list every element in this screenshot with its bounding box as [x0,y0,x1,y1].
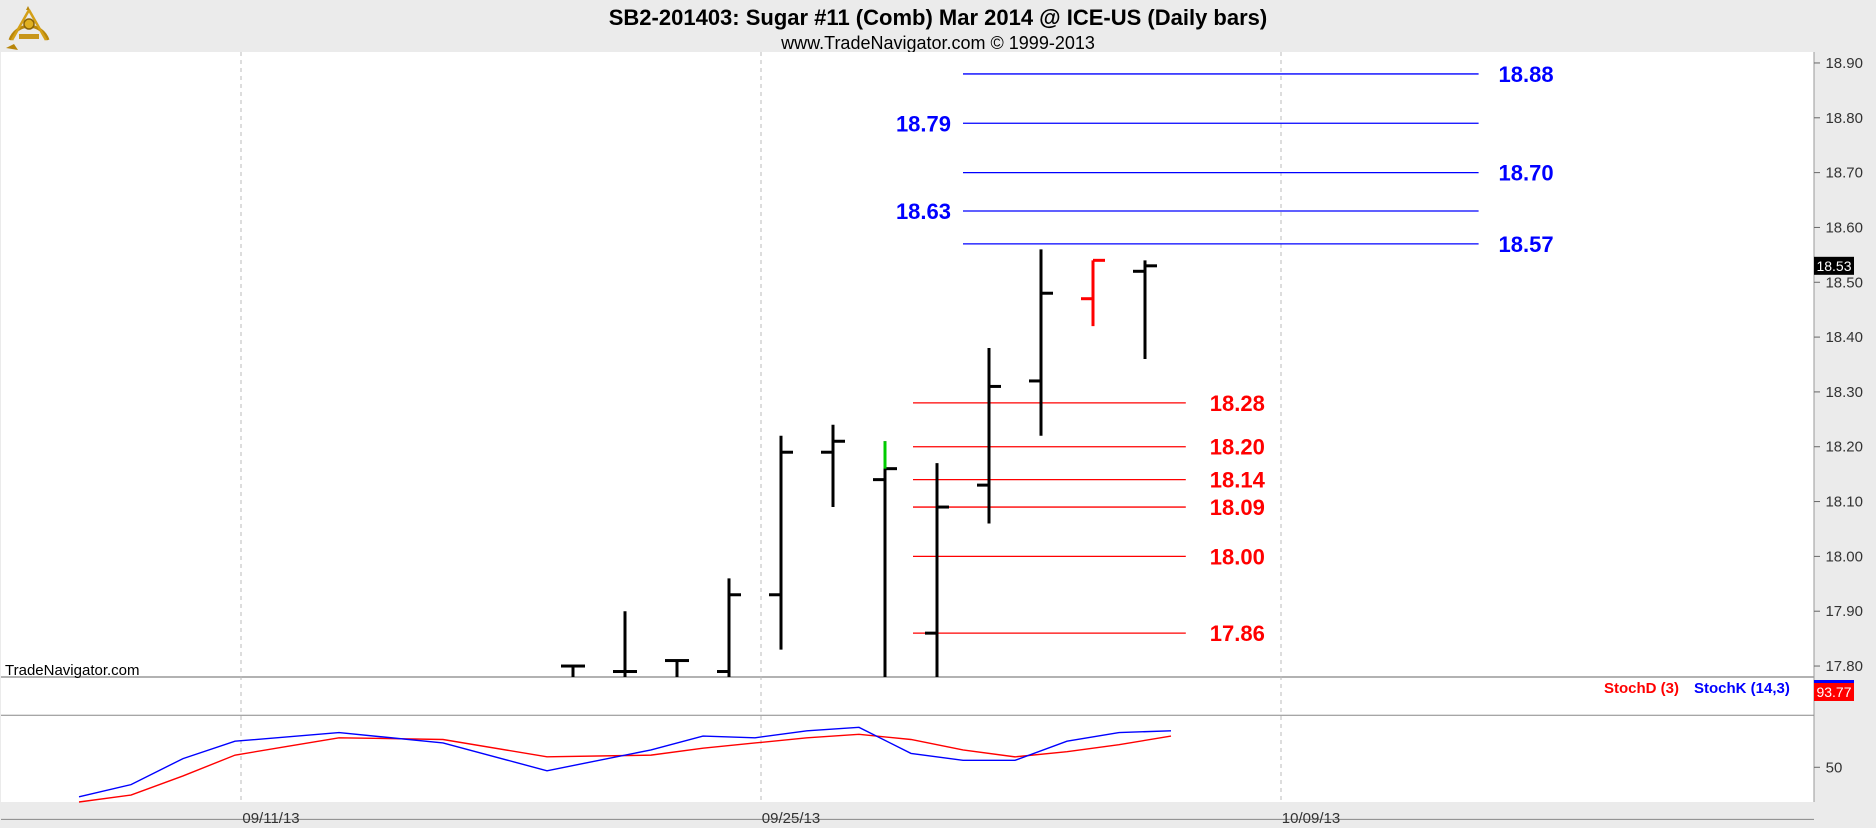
red-level-label: 18.28 [1210,391,1265,416]
ohlc-bar [769,435,793,650]
price-tick-label: 17.80 [1825,658,1863,675]
blue-level-label: 18.70 [1499,161,1554,186]
stoch-tick-label: 50 [1826,759,1843,776]
stoch-k-marker [1814,680,1854,683]
ohlc-bar [873,441,897,677]
ohlc-bar [977,348,1001,524]
red-level-label: 17.86 [1210,621,1265,646]
ohlc-bar [1029,249,1053,436]
blue-level-label: 18.57 [1499,232,1554,257]
price-tick-label: 18.30 [1825,384,1863,401]
legend-stoch-d: StochD (3) [1604,680,1679,697]
ohlc-bar [925,463,949,677]
ohlc-bar [1081,258,1105,327]
red-level-label: 18.00 [1210,544,1265,569]
price-series: 18.88 18.79 18.70 18.63 18.57 18.28 18.20 18.14… [561,62,1554,677]
price-tick-label: 18.40 [1825,329,1863,346]
red-level-label: 18.20 [1210,435,1265,460]
red-level-label: 18.09 [1210,495,1265,520]
price-tick-label: 17.90 [1825,603,1863,620]
axes: 09/11/13 09/25/13 10/09/1318.9018.8018.701… [242,55,1863,827]
grid [240,52,1282,802]
price-tick-label: 18.20 [1825,439,1863,456]
price-tick-label: 18.00 [1825,548,1863,565]
price-tick-label: 18.90 [1825,55,1863,72]
ohlc-bars [561,249,1157,677]
date-tick-label: 09/25/13 [762,810,820,827]
ohlc-bar [561,664,585,677]
stoch-last-value-box [1814,683,1854,701]
ohlc-bar [1133,260,1157,360]
ohlc-bar [717,578,741,677]
price-tick-label: 18.60 [1825,219,1863,236]
ohlc-bar [613,611,637,677]
price-tick-label: 18.70 [1825,165,1863,182]
stoch-d-line [78,733,1172,803]
chart-title: SB2-201403: Sugar #11 (Comb) Mar 2014 @ … [609,5,1267,30]
watermark-text: TradeNavigator.com [5,662,140,679]
chart-subtitle: www.TradeNavigator.com © 1999-2013 [780,33,1095,53]
price-panel [1,52,1814,677]
sextant-icon [6,6,50,50]
ohlc-bar [821,424,845,508]
stoch-k-line [78,726,1172,798]
price-tick-label: 18.50 [1825,274,1863,291]
last-price-label: 18.53 [1816,258,1851,274]
date-tick-label: 10/09/13 [1282,810,1340,827]
ohlc-bar [665,659,689,677]
stoch-last-value-label: 93.77 [1816,684,1851,700]
blue-level-label: 18.63 [896,199,951,224]
red-level-label: 18.14 [1210,468,1266,493]
blue-level-label: 18.88 [1499,62,1554,87]
last-price-box [1814,256,1854,275]
legend-stoch-k: StochK (14,3) [1694,680,1790,697]
stochastic-series [1,714,1814,820]
price-tick-label: 18.10 [1825,494,1863,511]
price-tick-label: 18.80 [1825,110,1863,127]
date-tick-label: 09/11/13 [242,810,299,827]
blue-level-label: 18.79 [896,111,951,136]
